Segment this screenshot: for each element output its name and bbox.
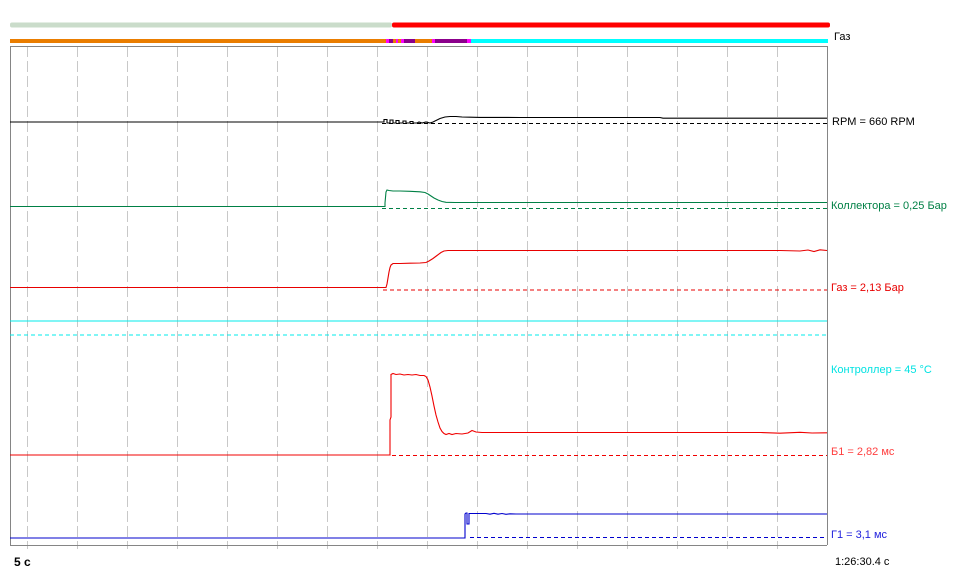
- trace-g1: [10, 512, 827, 539]
- channel-label-kollektora: Коллектора = 0,25 Бар: [831, 200, 947, 212]
- trace-kollektora: [10, 189, 827, 208]
- fuel-status-bar-segment: [10, 22, 392, 28]
- channel-label-rpm: RPM = 660 RPM: [832, 116, 915, 128]
- fuel-type-bar-segment: [404, 39, 415, 43]
- fuel-type-bar-segment: [467, 39, 471, 43]
- cursor-time-label: 1:26:30.4 с: [835, 556, 890, 568]
- trace-b1: [10, 372, 828, 456]
- fuel-type-bar-segment: [386, 39, 389, 43]
- fuel-type-bar-segment: [393, 39, 396, 43]
- fuel-type-bar-segment: [435, 39, 467, 43]
- fuel-type-channel-label: Газ: [834, 31, 851, 43]
- fuel-type-bar-segment: [471, 39, 828, 43]
- fuel-type-bar-segment: [396, 39, 398, 43]
- fuel-status-bar-segment: [392, 22, 830, 28]
- fuel-type-bar-segment: [401, 39, 404, 43]
- trace-gaz: [10, 249, 828, 289]
- fuel-type-bar-segment: [389, 39, 393, 43]
- fuel-type-bar-segment: [415, 39, 432, 43]
- time-scale-label: 5 с: [14, 555, 31, 569]
- fuel-type-bar-segment: [432, 39, 435, 43]
- fuel-type-bar-segment: [10, 39, 386, 43]
- channel-label-b1: Б1 = 2,82 мс: [831, 446, 895, 458]
- channel-label-gaz: Газ = 2,13 Бар: [831, 282, 904, 294]
- channel-label-kontroller: Контроллер = 45 °C: [831, 364, 932, 376]
- fuel-type-bar-segment: [398, 39, 401, 43]
- trace-rpm: [10, 115, 827, 124]
- channel-label-g1: Г1 = 3,1 мс: [831, 529, 888, 541]
